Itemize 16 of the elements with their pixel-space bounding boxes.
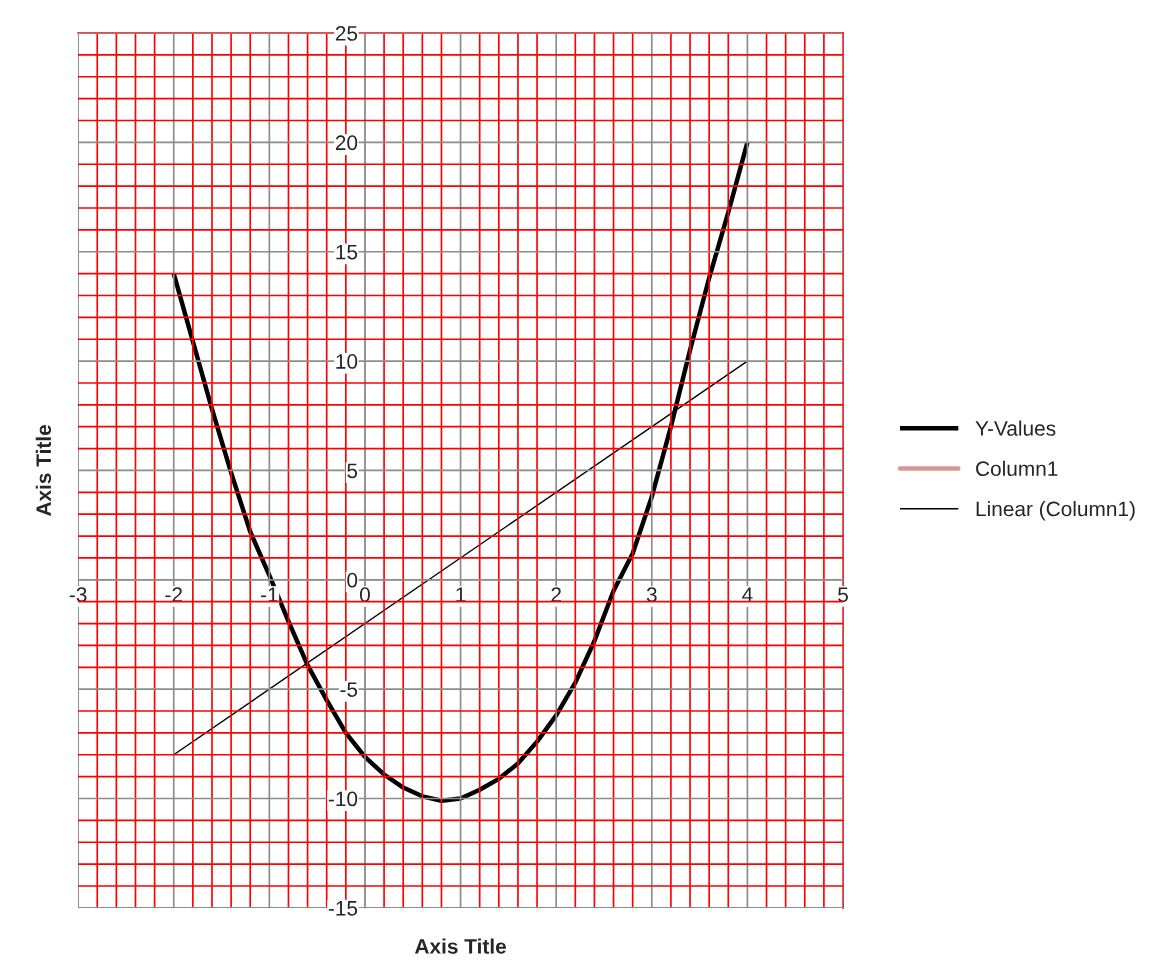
- y-axis-title: Axis Title: [35, 425, 52, 517]
- y-tick-label: 20: [335, 135, 358, 151]
- y-tick-label: -5: [340, 682, 358, 697]
- legend-label: Linear (Column1): [976, 500, 1135, 521]
- y-tick-label: 10: [336, 354, 358, 369]
- y-tick-label: -10: [328, 791, 358, 807]
- y-tick-label: 0: [347, 572, 358, 588]
- y-tick-label: -15: [328, 901, 358, 916]
- x-tick-label: 4: [742, 587, 753, 602]
- legend-label: Column1: [976, 460, 1058, 477]
- x-tick-label: 5: [838, 587, 848, 603]
- y-tick-label: 15: [336, 244, 358, 260]
- x-axis-title: Axis Title: [414, 938, 506, 954]
- y-tick-label: 25: [335, 26, 358, 41]
- legend-label: Y-Values: [975, 420, 1056, 436]
- y-tick-label: 5: [347, 463, 358, 479]
